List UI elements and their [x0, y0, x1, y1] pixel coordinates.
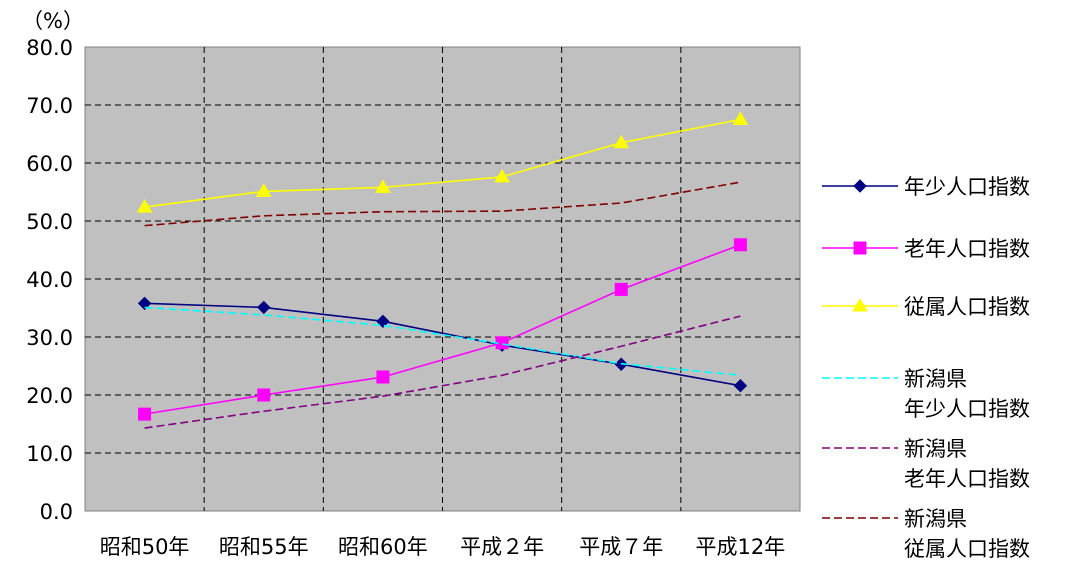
series-line-5	[144, 181, 741, 227]
series-line-3	[144, 306, 741, 377]
legend-marker-1	[853, 241, 867, 255]
x-tick-label: 平成２年	[460, 535, 544, 559]
data-point-series-2	[255, 183, 272, 197]
y-tick-label: 70.0	[26, 94, 73, 118]
y-tick-label: 40.0	[26, 268, 73, 292]
data-point-series-2	[375, 179, 391, 193]
legend-label: 年少人口指数	[904, 175, 1030, 199]
legend-label: 年少人口指数	[904, 397, 1030, 421]
legend-label: 老年人口指数	[904, 467, 1030, 491]
legend-label: 従属人口指数	[904, 295, 1030, 319]
y-tick-label: 0.0	[40, 500, 73, 524]
data-point-series-2	[613, 134, 630, 149]
data-point-series-0	[257, 300, 271, 315]
data-point-series-0	[733, 379, 748, 393]
legend-marker-2	[852, 298, 868, 312]
y-tick-label: 60.0	[26, 152, 73, 176]
legend-label: 新潟県	[904, 437, 967, 461]
legend-marker-0	[853, 179, 867, 193]
y-tick-label: 20.0	[26, 384, 73, 408]
data-point-series-2	[494, 168, 510, 183]
y-tick-label: 80.0	[26, 36, 73, 60]
legend-label: 老年人口指数	[904, 237, 1030, 261]
data-point-series-1	[614, 282, 628, 296]
series-line-0	[144, 302, 741, 387]
legend-label: 新潟県	[904, 367, 967, 391]
series-line-1	[144, 244, 741, 415]
y-axis-label: （%）	[22, 9, 84, 33]
legend-label: 従属人口指数	[904, 537, 1030, 560]
series-line-4	[144, 315, 741, 429]
x-tick-label: 昭和55年	[219, 535, 309, 559]
data-point-series-1	[257, 388, 271, 402]
data-point-series-0	[137, 296, 152, 311]
data-point-series-2	[136, 199, 153, 213]
data-point-series-1	[138, 407, 152, 421]
y-tick-label: 10.0	[26, 442, 73, 466]
x-tick-label: 平成12年	[696, 535, 786, 559]
data-point-series-2	[732, 111, 749, 125]
data-point-series-1	[376, 370, 390, 384]
series-line-2	[144, 118, 741, 208]
x-tick-label: 昭和50年	[100, 535, 190, 559]
legend-label: 新潟県	[904, 507, 967, 531]
x-tick-label: 平成７年	[579, 535, 663, 559]
y-tick-label: 50.0	[26, 210, 73, 234]
y-tick-label: 30.0	[26, 326, 73, 350]
data-point-series-1	[733, 238, 747, 252]
x-tick-label: 昭和60年	[338, 535, 428, 559]
